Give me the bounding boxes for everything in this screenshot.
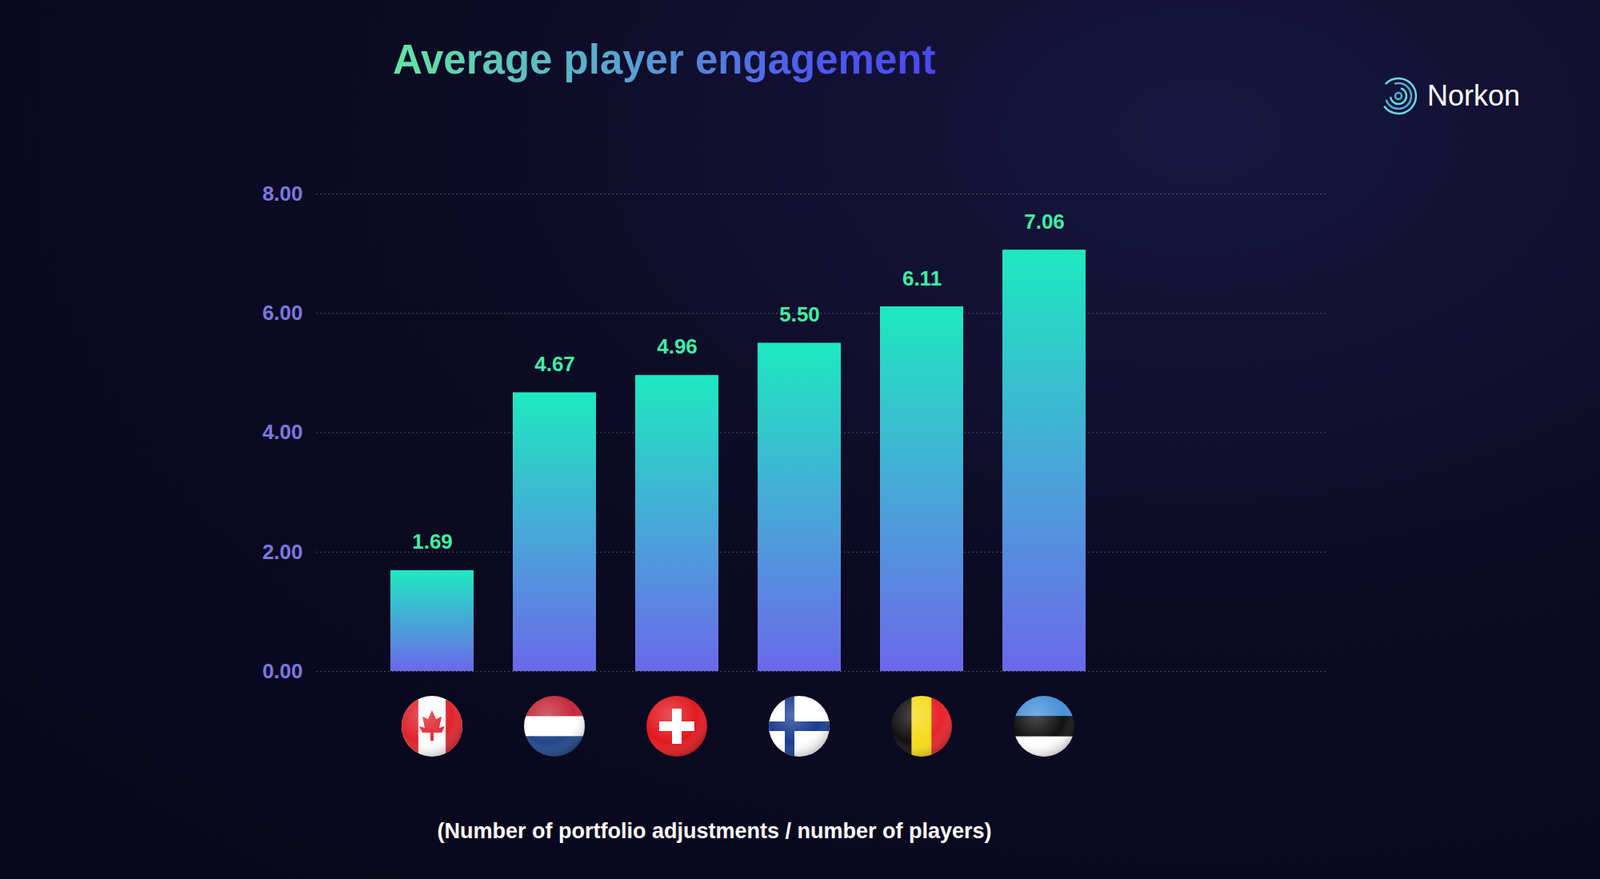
svg-text:6.00: 6.00 xyxy=(262,300,304,325)
svg-text:5.50: 5.50 xyxy=(779,302,820,327)
svg-text:1.69: 1.69 xyxy=(412,529,453,554)
svg-text:4.00: 4.00 xyxy=(262,420,304,444)
svg-text:2.00: 2.00 xyxy=(262,540,304,564)
svg-text:0.00: 0.00 xyxy=(262,659,304,684)
svg-text:4.96: 4.96 xyxy=(656,334,698,359)
svg-text:7.06: 7.06 xyxy=(1024,209,1065,234)
svg-text:6.11: 6.11 xyxy=(902,266,942,291)
svg-text:4.67: 4.67 xyxy=(534,352,576,376)
html-text:(Number of portfolio adjustmen: (Number of portfolio adjustments / numbe… xyxy=(437,819,992,844)
html-text:Average player engagement: Average player engagement xyxy=(392,36,936,83)
html-text:Norkon: Norkon xyxy=(1427,79,1521,112)
svg-text:8.00: 8.00 xyxy=(262,181,304,206)
